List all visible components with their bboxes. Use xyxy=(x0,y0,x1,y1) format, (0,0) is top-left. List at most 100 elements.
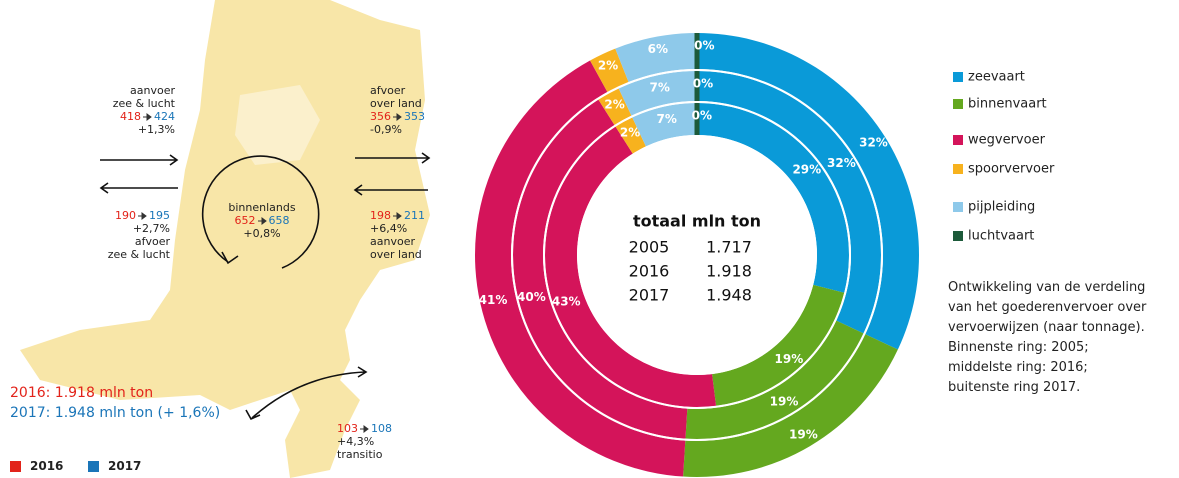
legend-label: 2017 xyxy=(108,459,142,473)
map-shape xyxy=(20,0,430,478)
flow-change: +2,7% xyxy=(108,222,170,235)
flow-text: binnenlands xyxy=(228,201,296,214)
legend-swatch xyxy=(953,202,963,212)
legend-swatch xyxy=(953,135,963,145)
flow-numbers: 652 658 xyxy=(202,214,322,227)
ring-segment xyxy=(712,284,845,406)
flow-label: 198 211 +6,4% aanvoer over land xyxy=(370,209,425,261)
from-value: 190 xyxy=(115,209,136,222)
center-year: 2017 xyxy=(629,286,670,305)
value-label: 32% xyxy=(827,156,856,170)
flow-text: zee & lucht xyxy=(107,248,170,261)
flow-text: zee & lucht xyxy=(112,97,175,110)
flow-arrow xyxy=(138,211,147,220)
note-line: buitenste ring 2017. xyxy=(948,378,1146,398)
legend-label: pijpleiding xyxy=(968,200,1035,215)
flow-text: afvoer xyxy=(370,84,425,97)
value-label: 0% xyxy=(692,109,712,123)
note-line: Binnenste ring: 2005; xyxy=(948,340,1089,355)
legend-swatch xyxy=(953,164,963,174)
flow-text: afvoer xyxy=(108,235,170,248)
from-value: 652 xyxy=(234,214,256,227)
note-line: vervoerwijzen (naar tonnage). xyxy=(948,320,1145,335)
flow-text: aanvoer xyxy=(130,84,175,97)
value-label: 0% xyxy=(693,77,713,91)
flow-text: zee & lucht xyxy=(113,97,175,110)
flow-arrow xyxy=(143,112,152,121)
flow-numbers: 418 424 xyxy=(120,110,175,123)
flow-numbers: 418 424 xyxy=(113,110,175,123)
value-label: 43% xyxy=(552,295,581,309)
note-line: vervoerwijzen (naar tonnage). xyxy=(948,318,1146,338)
flow-arrow xyxy=(257,216,267,225)
flow-numbers: 190 195 xyxy=(108,209,170,222)
flow-numbers: 190 195 xyxy=(115,209,170,222)
flow-text: afvoer xyxy=(370,84,406,97)
from-value: 103 xyxy=(337,422,358,435)
value-label: 7% xyxy=(650,81,670,95)
flow-change: +1,3% xyxy=(113,123,175,136)
legend-item: 2017 xyxy=(88,459,141,473)
to-value: 658 xyxy=(268,214,290,227)
from-value: 356 xyxy=(370,110,391,123)
flow-label: binnenlands 652 658 +0,8% xyxy=(202,201,322,240)
note-line: middelste ring: 2016; xyxy=(948,360,1088,375)
value-label: 2% xyxy=(598,58,618,72)
center-year: 2005 xyxy=(629,238,670,257)
center-total: 1.948 xyxy=(706,286,752,305)
ring-segment xyxy=(598,88,632,125)
total-text: 2016: 1.918 mln ton xyxy=(10,385,154,401)
value-label: 2% xyxy=(620,126,640,140)
flow-label: 103 108 +4,3% transitio xyxy=(337,422,392,461)
note-line: van het goederenvervoer over xyxy=(948,300,1147,315)
legend-swatch xyxy=(10,460,21,472)
total-text: 2017: 1.948 mln ton (+ 1,6%) xyxy=(10,405,220,421)
ring-segment xyxy=(475,60,686,477)
legend-label: wegvervoer xyxy=(968,133,1046,148)
total-text: 2017: 1.948 mln ton (+ 1,6%) xyxy=(10,405,221,421)
flow-change: +6,4% xyxy=(370,222,408,235)
legend-swatch xyxy=(953,72,963,82)
center-total: 1.918 xyxy=(706,262,752,281)
flow-text: over land xyxy=(370,248,422,261)
legend-swatch xyxy=(953,231,963,241)
flow-numbers: 103 108 xyxy=(337,422,392,435)
note-line: Ontwikkeling van de verdeling xyxy=(948,278,1146,298)
legend-swatch xyxy=(88,460,99,472)
flow-text: binnenlands xyxy=(202,201,322,214)
flow-text: over land xyxy=(370,97,425,110)
value-label: 0% xyxy=(694,39,714,53)
flow-change: +2,7% xyxy=(132,222,170,235)
value-label: 19% xyxy=(775,352,804,366)
flow-label: 190 195 +2,7% afvoer zee & lucht xyxy=(108,209,170,261)
ring-segment xyxy=(545,126,717,407)
flow-arrow xyxy=(393,112,402,121)
value-label: 7% xyxy=(656,112,676,126)
note-line: Binnenste ring: 2005; xyxy=(948,338,1146,358)
flow-text: over land xyxy=(370,97,422,110)
legend-label: luchtvaart xyxy=(968,229,1034,244)
ring-segment xyxy=(683,334,898,477)
ring-divider xyxy=(543,101,851,409)
flow-text: aanvoer xyxy=(113,84,175,97)
note-line: middelste ring: 2016; xyxy=(948,358,1146,378)
flow-change: +4,3% xyxy=(337,435,375,448)
flow-change: -0,9% xyxy=(370,123,402,136)
flow-change: +4,3% xyxy=(337,435,392,448)
value-label: 41% xyxy=(479,293,508,307)
to-value: 211 xyxy=(404,209,425,222)
ring-segment xyxy=(697,103,850,293)
legend-swatch xyxy=(953,99,963,109)
from-value: 418 xyxy=(120,110,141,123)
flow-numbers: 356 353 xyxy=(370,110,425,123)
flow-numbers: 652 658 xyxy=(235,214,290,227)
ring-segment xyxy=(618,71,697,116)
to-value: 195 xyxy=(149,209,170,222)
value-label: 29% xyxy=(792,162,821,176)
legend-label: binnenvaart xyxy=(968,97,1047,112)
legend-item: 2016 xyxy=(10,459,63,473)
flow-text: zee & lucht xyxy=(108,248,170,261)
center-title: totaal mln ton xyxy=(633,212,761,231)
